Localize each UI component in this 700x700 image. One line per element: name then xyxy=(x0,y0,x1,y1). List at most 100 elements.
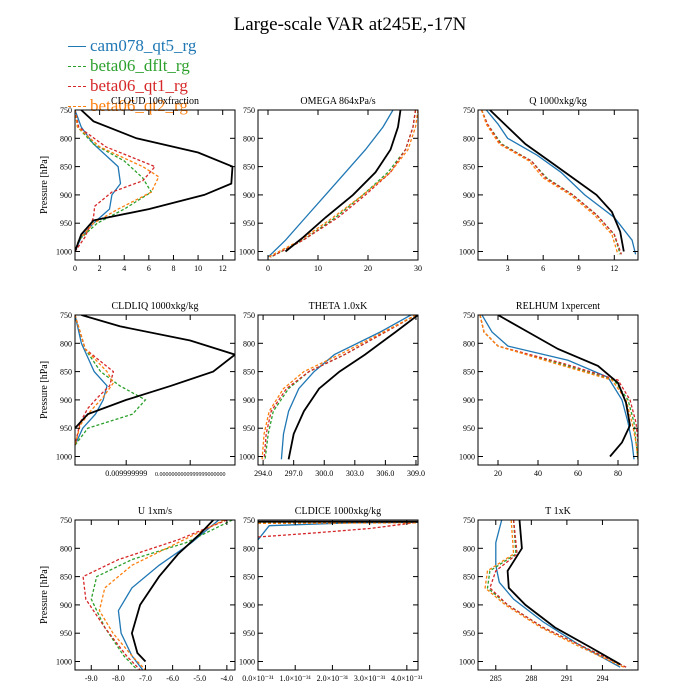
x-tick-label: 4.0×10⁻³¹ xyxy=(391,674,423,683)
y-tick-label: 850 xyxy=(463,163,475,172)
x-tick-label: 6 xyxy=(541,264,545,273)
x-tick-label: -8.0 xyxy=(112,674,125,683)
series-line xyxy=(75,315,115,446)
panel: CLOUD 100xfraction Pressure [hPa] 750 800 85… xyxy=(39,96,236,273)
series-line xyxy=(484,520,625,668)
panel-title: OMEGA 864xPa/s xyxy=(300,96,375,107)
x-tick-label: -5.0 xyxy=(193,674,206,683)
series-line xyxy=(270,110,417,258)
x-tick-label: 40 xyxy=(534,469,542,478)
panel: THETA 1.0xK 750 800 850 900 950 1000 294.0 297.0… xyxy=(239,301,425,478)
x-tick-label: -6.0 xyxy=(166,674,179,683)
series-line xyxy=(495,520,621,668)
series-line xyxy=(506,520,621,666)
legend-label: cam078_qt5_rg xyxy=(90,36,197,55)
panel-title: Q 1000xkg/kg xyxy=(529,96,587,107)
panel-title: U 1xm/s xyxy=(138,506,172,517)
y-tick-label: 750 xyxy=(243,311,255,320)
y-tick-label: 800 xyxy=(60,339,72,348)
y-tick-label: 1000 xyxy=(459,248,475,257)
x-tick-label: 60 xyxy=(574,469,582,478)
y-tick-label: 900 xyxy=(463,191,475,200)
series-line xyxy=(75,110,153,252)
series-line xyxy=(479,315,638,460)
x-tick-label: 3.0×10⁻³¹ xyxy=(354,674,386,683)
y-tick-label: 900 xyxy=(463,601,475,610)
y-tick-label: 950 xyxy=(463,424,475,433)
panel-title: THETA 1.0xK xyxy=(309,301,368,312)
panel-frame xyxy=(74,519,236,671)
x-tick-label: 0.009999999 xyxy=(105,469,147,478)
y-tick-label: 800 xyxy=(463,544,475,553)
legend-swatch xyxy=(68,65,86,67)
x-tick-label: 30 xyxy=(414,264,422,273)
series-line xyxy=(82,520,228,670)
x-tick-label: 2.0×10⁻³¹ xyxy=(317,674,349,683)
series-line xyxy=(486,520,627,668)
series-line xyxy=(485,110,637,255)
y-tick-label: 750 xyxy=(60,311,72,320)
x-tick-label: 12 xyxy=(610,264,618,273)
x-tick-label: 294 xyxy=(596,674,608,683)
x-tick-label: 297.0 xyxy=(285,469,303,478)
x-tick-label: 8 xyxy=(171,264,175,273)
series-line xyxy=(75,110,122,252)
panel-frame xyxy=(74,314,236,466)
x-tick-label: 1.0×10⁻³¹ xyxy=(279,674,311,683)
x-tick-label: 2 xyxy=(98,264,102,273)
y-tick-label: 850 xyxy=(60,163,72,172)
x-tick-label: 0.0×10⁻³¹ xyxy=(242,674,274,683)
series-line xyxy=(258,521,418,538)
x-tick-label: -4.0 xyxy=(221,674,234,683)
series-line xyxy=(90,520,233,670)
series-line xyxy=(489,520,627,668)
y-tick-label: 900 xyxy=(60,601,72,610)
x-tick-label: 309.0 xyxy=(407,469,425,478)
panel: Q 1000xkg/kg 750 800 850 900 950 1000 3 6 9 12 xyxy=(459,96,639,273)
x-tick-label: 285 xyxy=(490,674,502,683)
series-line xyxy=(130,520,214,663)
y-tick-label: 950 xyxy=(463,219,475,228)
y-tick-label: 900 xyxy=(60,396,72,405)
x-tick-label: 300.0 xyxy=(315,469,333,478)
series-line xyxy=(270,110,417,258)
y-tick-label: 800 xyxy=(60,544,72,553)
y-tick-label: 750 xyxy=(463,516,475,525)
series-line xyxy=(267,110,394,258)
y-tick-label: 850 xyxy=(243,163,255,172)
figure-title: Large-scale VAR at245E,-17N xyxy=(233,14,467,35)
series-line xyxy=(75,110,160,252)
y-axis-label: Pressure [hPa] xyxy=(39,156,50,214)
panel-frame xyxy=(477,109,639,261)
panel-frame xyxy=(257,314,419,466)
panel: U 1xm/s Pressure [hPa] 750 800 850 900 950 1000… xyxy=(39,506,236,683)
series-line xyxy=(267,110,418,258)
x-tick-label: 12 xyxy=(219,264,227,273)
x-tick-label: 20 xyxy=(364,264,372,273)
x-tick-label: -7.0 xyxy=(139,674,152,683)
series-line xyxy=(480,110,619,255)
y-tick-label: 950 xyxy=(60,219,72,228)
series-line xyxy=(497,315,631,458)
panel-title: CLDICE 1000xkg/kg xyxy=(295,506,381,517)
y-tick-label: 900 xyxy=(463,396,475,405)
y-tick-label: 1000 xyxy=(239,453,255,462)
legend: cam078_qt5_rg beta06_dflt_rg beta06_qt1_… xyxy=(68,36,196,116)
series-line xyxy=(263,315,417,460)
y-tick-label: 750 xyxy=(463,311,475,320)
y-tick-label: 800 xyxy=(60,134,72,143)
x-tick-label: 3 xyxy=(506,264,510,273)
y-tick-label: 900 xyxy=(243,191,255,200)
y-tick-label: 850 xyxy=(243,368,255,377)
legend-label: beta06_dflt_rg xyxy=(90,56,190,75)
panel-title: RELHUM 1xpercent xyxy=(516,301,600,312)
y-tick-label: 800 xyxy=(463,134,475,143)
panel-frame xyxy=(477,314,639,466)
panel-frame xyxy=(74,109,236,261)
x-tick-label: 6 xyxy=(147,264,151,273)
y-tick-label: 950 xyxy=(60,629,72,638)
y-tick-label: 950 xyxy=(243,629,255,638)
panel-frame xyxy=(257,109,419,261)
y-tick-label: 750 xyxy=(60,516,72,525)
